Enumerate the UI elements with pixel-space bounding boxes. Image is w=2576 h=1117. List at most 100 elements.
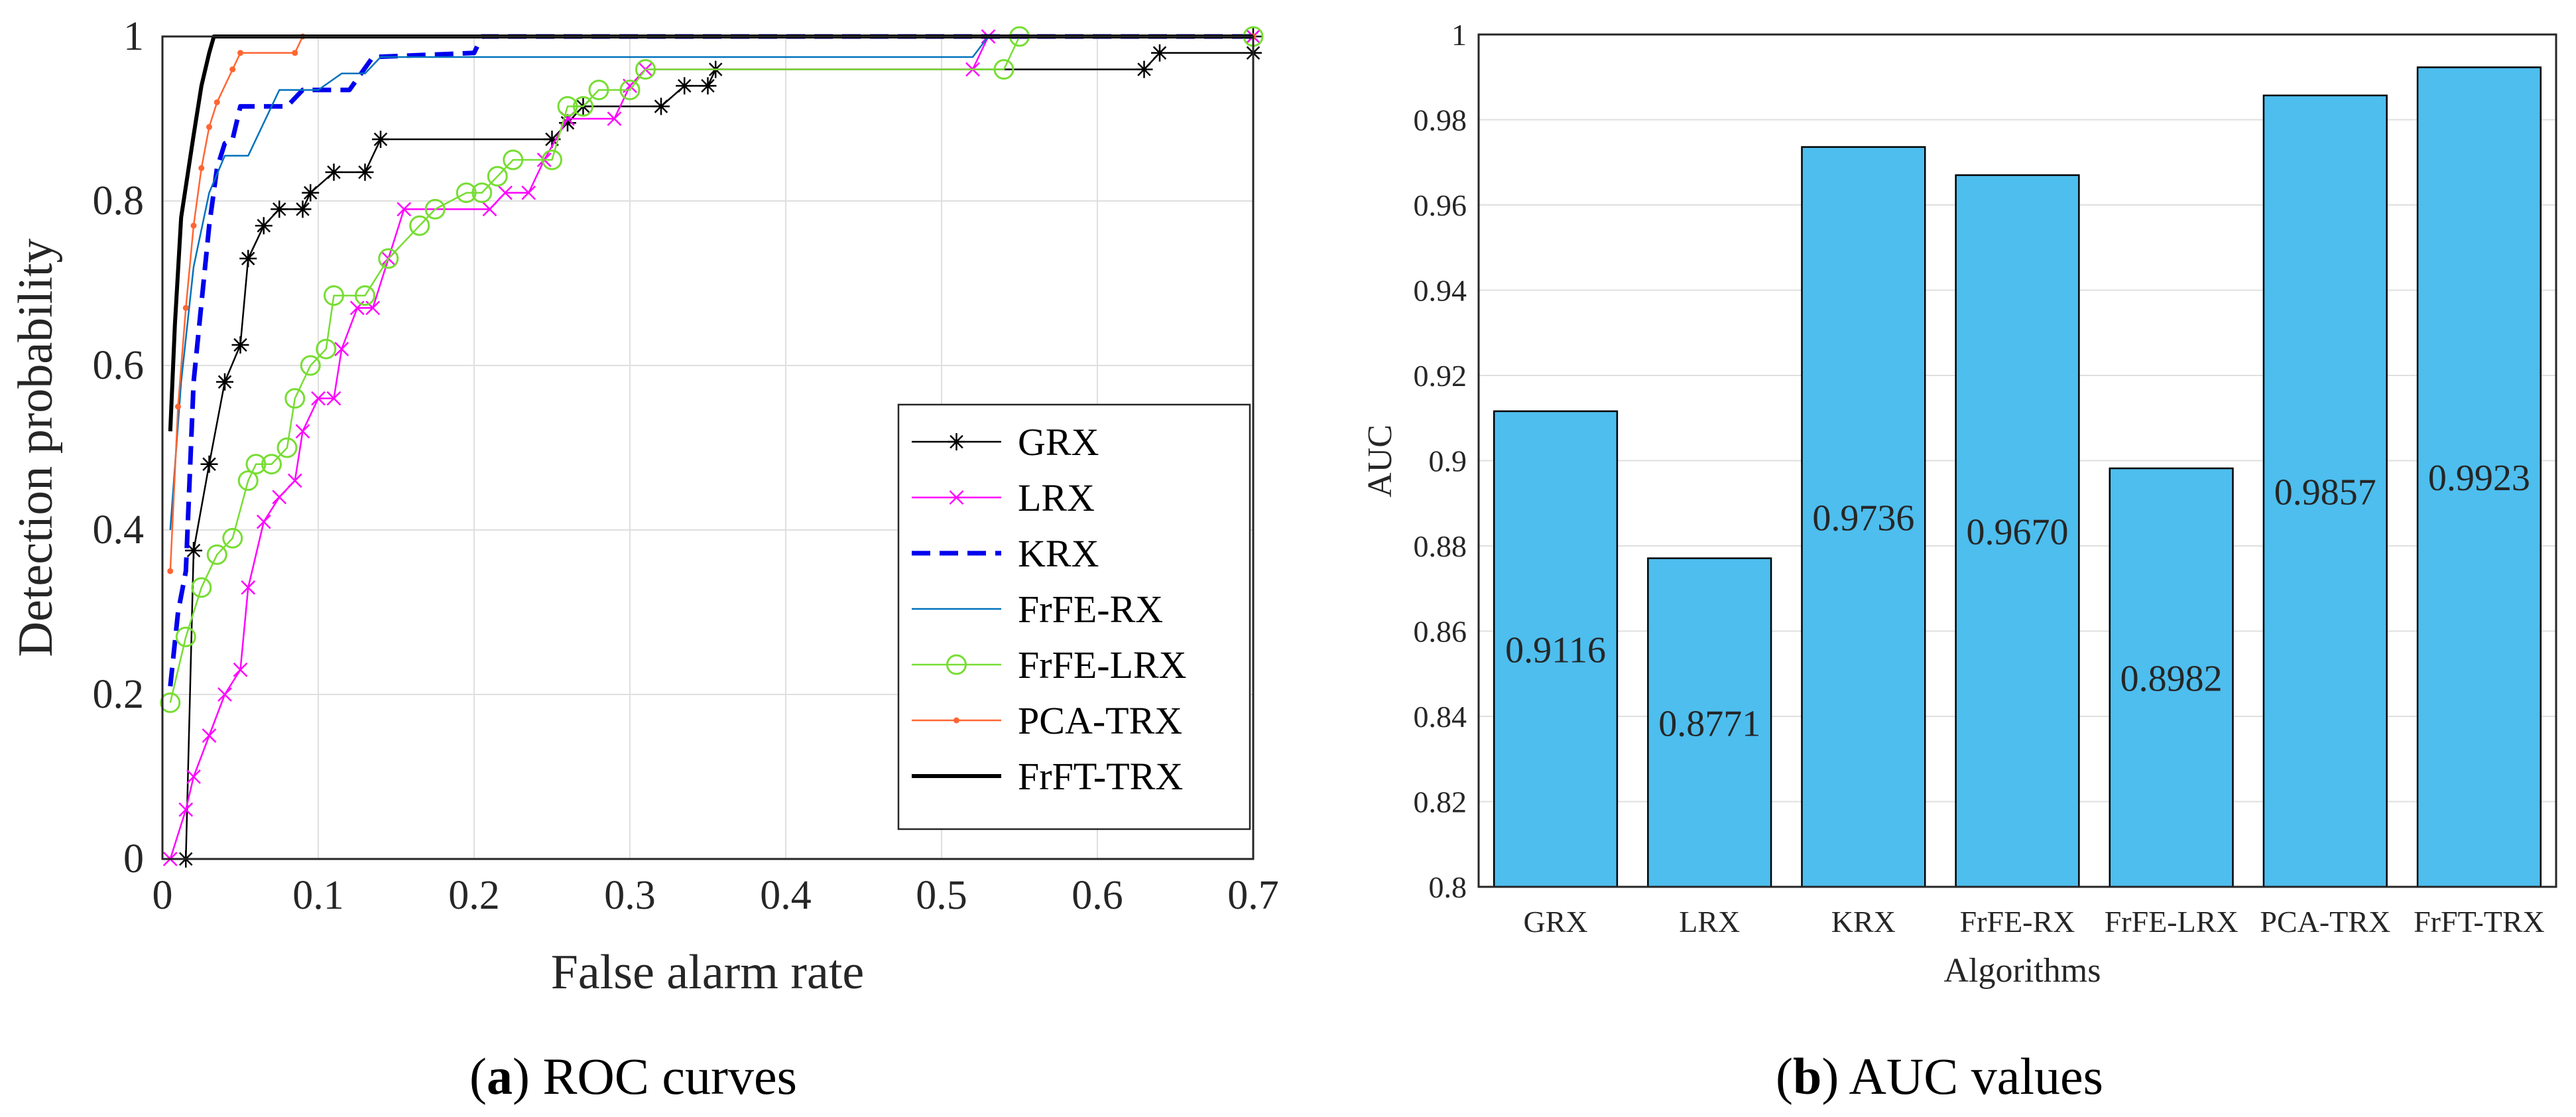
auc-tick-labels: 0.8 0.82 0.84 0.86 0.88 0.9 0.92 0.94 0.96 0.98 1 G… — [1414, 18, 2545, 939]
roc-point-grx — [559, 114, 576, 132]
auc-y-tick-label: 1 — [1451, 18, 1467, 52]
roc-point-grx — [676, 77, 694, 95]
caption-roc: (a) ROC curves — [469, 1047, 797, 1105]
auc-value-label: 0.9857 — [2274, 472, 2376, 513]
roc-x-tick-label: 0 — [153, 873, 173, 918]
roc-point-pca-trx — [175, 403, 181, 410]
caption-roc-letter: a — [486, 1047, 513, 1105]
auc-y-tick-label: 0.86 — [1414, 615, 1467, 649]
roc-point-frfe-lrx — [276, 437, 298, 458]
roc-x-tick-label: 0.6 — [1072, 873, 1123, 918]
caption-auc-letter: b — [1792, 1047, 1822, 1105]
roc-point-grx — [652, 98, 670, 115]
roc-point-grx — [255, 217, 273, 235]
roc-x-tick-label: 0.2 — [448, 873, 500, 918]
roc-point-lrx — [233, 662, 248, 677]
roc-line-pca-trx — [169, 35, 1253, 572]
roc-point-grx — [302, 184, 320, 202]
roc-legend-box — [897, 403, 1251, 830]
auc-value-label: 0.9923 — [2428, 458, 2530, 499]
auc-category-label: PCA-TRX — [2260, 905, 2390, 939]
roc-point-pca-trx — [292, 50, 298, 56]
legend-label-frft-trx: FrFT-TRX — [1018, 755, 1183, 798]
roc-chart: 0 0.1 0.2 0.3 0.4 0.5 0.6 0.7 0 0.2 0.4 0.6 0.8 1 Fal… — [9, 14, 1279, 1000]
roc-x-tick-label: 0.7 — [1227, 873, 1279, 918]
legend-label-pca-trx: PCA-TRX — [1018, 699, 1182, 742]
roc-point-frfe-lrx — [261, 454, 282, 475]
roc-point-lrx — [272, 490, 287, 505]
roc-point-frfe-lrx — [237, 470, 259, 492]
roc-point-lrx — [326, 391, 341, 406]
auc-value-label: 0.8771 — [1658, 703, 1760, 744]
roc-axes-box — [161, 35, 1255, 860]
roc-point-lrx — [178, 802, 194, 817]
roc-point-grx — [271, 200, 288, 218]
roc-y-axis-title: Detection probability — [9, 239, 63, 657]
roc-point-grx — [216, 373, 233, 391]
roc-x-tick-label: 0.3 — [604, 873, 656, 918]
auc-y-tick-label: 0.94 — [1414, 274, 1467, 308]
roc-point-frfe-lrx — [542, 149, 562, 170]
roc-point-grx — [543, 131, 561, 148]
legend-label-lrx: LRX — [1018, 476, 1095, 519]
roc-point-grx — [699, 77, 717, 95]
auc-y-tick-label: 0.98 — [1414, 103, 1467, 137]
roc-point-frfe-lrx — [175, 626, 196, 647]
roc-point-frfe-lrx — [160, 692, 181, 713]
roc-point-frfe-lrx — [409, 215, 430, 236]
auc-axes-box — [1477, 33, 2557, 888]
roc-x-tick-label: 0.1 — [292, 873, 344, 918]
roc-x-tick-label: 0.4 — [760, 873, 812, 918]
roc-series-group — [160, 26, 1264, 868]
auc-y-tick-label: 0.9 — [1429, 444, 1467, 478]
auc-y-tick-label: 0.88 — [1414, 529, 1467, 563]
auc-x-axis-title: Algorithms — [1944, 952, 2101, 990]
roc-point-frfe-lrx — [588, 80, 609, 101]
auc-value-label: 0.9670 — [1967, 512, 2069, 553]
roc-point-lrx — [521, 185, 536, 200]
roc-y-tick-label: 0.2 — [93, 672, 145, 717]
roc-point-grx — [185, 542, 202, 559]
auc-category-label: FrFT-TRX — [2414, 905, 2545, 939]
auc-value-label: 0.9116 — [1505, 629, 1606, 671]
auc-y-tick-label: 0.96 — [1414, 188, 1467, 222]
roc-point-lrx — [482, 202, 497, 217]
roc-point-pca-trx — [167, 568, 174, 574]
roc-point-lrx — [186, 769, 201, 784]
auc-value-label: 0.9736 — [1812, 497, 1914, 539]
roc-point-frfe-lrx — [355, 285, 375, 306]
roc-point-pca-trx — [214, 99, 220, 105]
legend-label-frfe-lrx: FrFE-LRX — [1018, 643, 1187, 687]
roc-point-frfe-lrx — [471, 182, 493, 204]
roc-point-frfe-lrx — [284, 388, 306, 409]
roc-series-frfe-rx — [169, 35, 1253, 531]
roc-point-lrx — [295, 424, 310, 439]
roc-point-grx — [294, 200, 312, 218]
auc-bar-lrx — [1647, 557, 1772, 888]
roc-point-grx — [239, 249, 257, 267]
legend-label-krx: KRX — [1018, 532, 1099, 575]
roc-y-tick-label: 0.8 — [93, 178, 145, 224]
auc-value-label: 0.8982 — [2120, 659, 2223, 700]
roc-point-pca-trx — [198, 164, 205, 171]
roc-point-pca-trx — [190, 222, 197, 229]
roc-point-frfe-lrx — [222, 527, 243, 549]
roc-point-grx — [356, 163, 374, 181]
roc-point-frfe-lrx — [378, 248, 399, 269]
caption-roc-text: ROC curves — [542, 1047, 797, 1105]
auc-category-label: FrFE-RX — [1960, 905, 2075, 939]
auc-category-label: FrFE-LRX — [2105, 905, 2239, 939]
roc-point-lrx — [498, 185, 513, 200]
roc-point-frfe-lrx — [573, 96, 593, 117]
legend-marker-frfe-lrx — [946, 654, 967, 675]
roc-line-frft-trx — [168, 34, 1253, 432]
roc-point-grx — [231, 336, 249, 354]
auc-y-axis-title: AUC — [1361, 425, 1399, 497]
roc-series-frft-trx — [168, 34, 1253, 432]
roc-point-frfe-lrx — [993, 59, 1014, 80]
roc-point-lrx — [334, 342, 349, 357]
roc-x-axis-title: False alarm rate — [551, 945, 865, 1000]
roc-point-grx — [372, 131, 389, 148]
roc-y-tick-label: 1 — [123, 14, 144, 59]
